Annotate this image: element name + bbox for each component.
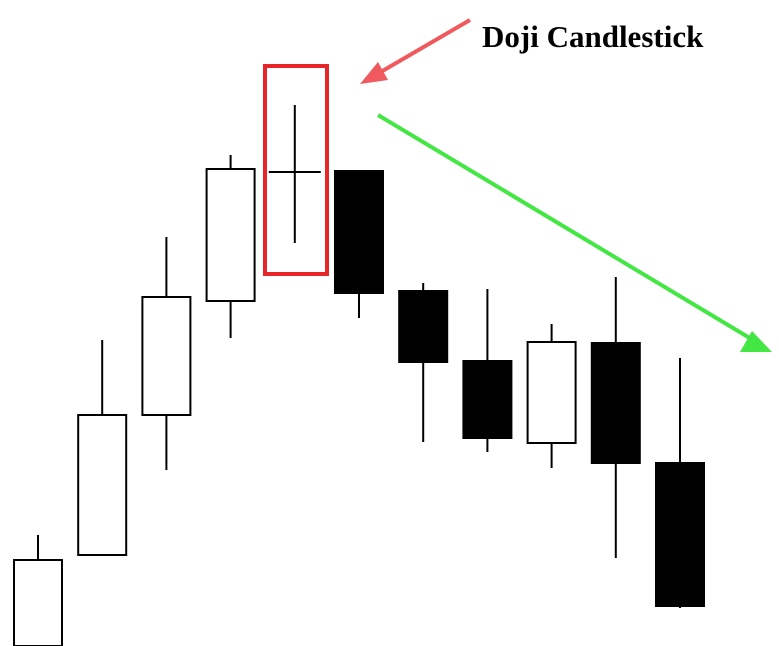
body [205, 168, 256, 302]
body [334, 170, 384, 294]
body [590, 342, 641, 464]
body [141, 296, 192, 416]
body [77, 414, 128, 556]
body [462, 360, 513, 439]
red-arrow [360, 18, 472, 84]
annotation: Doji Candlestick [482, 19, 704, 54]
body [13, 559, 63, 646]
green-arrow [376, 113, 772, 352]
body [398, 290, 449, 363]
highlight-box [263, 64, 329, 276]
body [526, 341, 577, 444]
body [655, 462, 705, 607]
